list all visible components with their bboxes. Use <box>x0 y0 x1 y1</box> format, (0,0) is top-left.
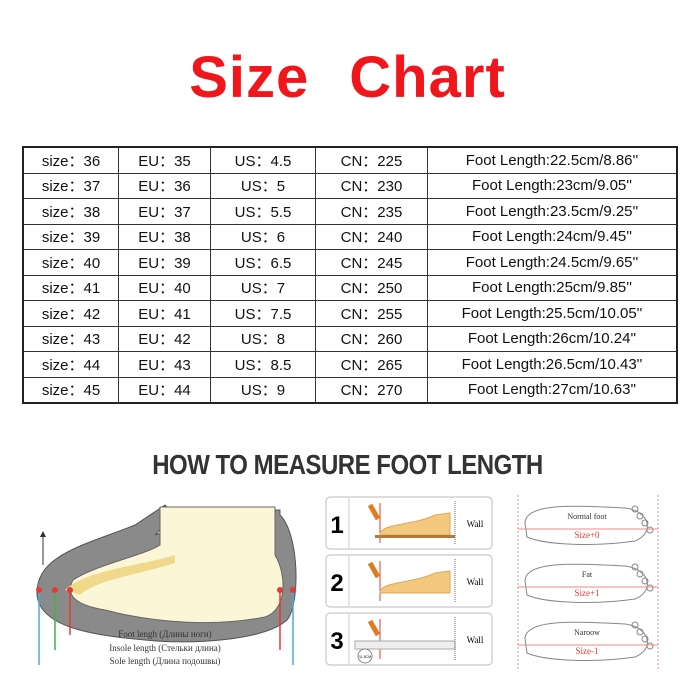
cell-eu: EU：35 <box>118 146 211 174</box>
cell-us: US：6.5 <box>210 249 316 276</box>
cell-eu: EU：41 <box>118 300 211 327</box>
cell-us: US：8 <box>210 325 316 352</box>
title-word-chart: Chart <box>349 45 506 110</box>
cell-size: size：44 <box>22 351 119 378</box>
cell-foot: Foot Length:25cm/9.85'' <box>427 274 678 301</box>
cell-size: size：41 <box>22 274 119 301</box>
pencil-icon <box>367 619 381 637</box>
pencil-icon <box>367 561 381 579</box>
cell-cn: CN：240 <box>315 223 428 250</box>
foot-length-label: Foot lengh (Длины ноги) <box>118 629 211 639</box>
cell-cn: CN：255 <box>315 300 428 327</box>
cell-foot: Foot Length:24cm/9.45'' <box>427 223 678 250</box>
cell-cn: CN：270 <box>315 376 428 404</box>
table-row: size：41 EU：40 US：7 CN：250 Foot Length:25cm/9… <box>22 274 678 301</box>
cell-eu: EU：37 <box>118 198 211 225</box>
cell-eu: EU：43 <box>118 351 211 378</box>
cell-foot: Foot Length:26.5cm/10.43'' <box>427 351 678 378</box>
cell-size: size：36 <box>22 146 119 174</box>
cell-eu: EU：38 <box>118 223 211 250</box>
table-row: size：45 EU：44 US：9 CN：270 Foot Length:27cm/1… <box>22 376 678 404</box>
table-row: size：37 EU：36 US：5 CN：230 Foot Length:23cm/9… <box>22 172 678 199</box>
cell-eu: EU：36 <box>118 172 211 199</box>
cell-us: US：5.5 <box>210 198 316 225</box>
step-number: 3 <box>330 628 343 655</box>
table-row: size：36 EU：35 US：4.5 CN：225 Foot Length:22.5… <box>22 146 678 174</box>
cell-cn: CN：260 <box>315 325 428 352</box>
cell-foot: Foot Length:23.5cm/9.25'' <box>427 198 678 225</box>
foot-type-3: Naroow Size-1 <box>518 621 658 661</box>
cell-size: size：37 <box>22 172 119 199</box>
cell-cn: CN：235 <box>315 198 428 225</box>
title-word-size: Size <box>189 45 310 110</box>
foot-type-name: Fat <box>582 570 593 579</box>
cell-us: US：7.5 <box>210 300 316 327</box>
cell-size: size：42 <box>22 300 119 327</box>
shoe-diagram: Foot lengh (Длины ноги) Insole length (С… <box>36 504 297 666</box>
table-row: size：44 EU：43 US：8.5 CN：265 Foot Length:26.5… <box>22 351 678 378</box>
step-number: 2 <box>330 570 343 597</box>
wall-label: Wall <box>467 577 484 587</box>
size-table: size：36 EU：35 US：4.5 CN：225 Foot Length:22.5… <box>22 146 678 404</box>
cell-cn: CN：225 <box>315 146 428 174</box>
step-2: 2 Wall <box>325 554 493 608</box>
cell-foot: Foot Length:27cm/10.63'' <box>427 376 678 404</box>
foot-type-size: Size+1 <box>574 588 599 598</box>
cell-size: size：43 <box>22 325 119 352</box>
cell-foot: Foot Length:25.5cm/10.05'' <box>427 300 678 327</box>
foot-type-size: Size-1 <box>576 646 599 656</box>
size-chart-title: Size Chart <box>0 44 695 111</box>
cell-cn: CN：265 <box>315 351 428 378</box>
insole-length-label: Insole length (Стельки длина) <box>109 643 221 653</box>
cell-us: US：9 <box>210 376 316 404</box>
ruler-reading: 11.5CM <box>359 655 371 659</box>
cell-eu: EU：44 <box>118 376 211 404</box>
cell-eu: EU：42 <box>118 325 211 352</box>
foot-type-name: Normal foot <box>567 512 607 521</box>
foot-type-1: Normal foot Size+0 <box>518 505 658 545</box>
foot-type-name: Naroow <box>574 628 600 637</box>
foot-types: Normal foot Size+0 Fat Size+1 Naroow Size-1 <box>517 495 659 670</box>
wall-label: Wall <box>467 519 484 529</box>
cell-us: US：4.5 <box>210 146 316 174</box>
foot-type-2: Fat Size+1 <box>518 563 658 603</box>
cell-us: US：8.5 <box>210 351 316 378</box>
table-row: size：39 EU：38 US：6 CN：240 Foot Length:24cm/9… <box>22 223 678 250</box>
insole <box>65 555 175 595</box>
cell-size: size：38 <box>22 198 119 225</box>
foot-shape <box>69 506 284 624</box>
cell-size: size：45 <box>22 376 119 404</box>
cell-size: size：40 <box>22 249 119 276</box>
cell-cn: CN：230 <box>315 172 428 199</box>
step-3: 3 11.5CM Wall <box>325 612 493 666</box>
table-row: size：42 EU：41 US：7.5 CN：255 Foot Length:25.5… <box>22 300 678 327</box>
cell-us: US：6 <box>210 223 316 250</box>
foot-icon <box>379 512 451 536</box>
cell-foot: Foot Length:23cm/9.05'' <box>427 172 678 199</box>
cell-foot: Foot Length:22.5cm/8.86'' <box>427 146 678 174</box>
cell-foot: Foot Length:24.5cm/9.65'' <box>427 249 678 276</box>
cell-cn: CN：250 <box>315 274 428 301</box>
howto-heading: HOW TO MEASURE FOOT LENGTH <box>152 449 543 481</box>
sole-length-label: Sole length (Длина подошвы) <box>110 656 221 666</box>
measure-steps: 1 Wall 2 Wall 3 11.5CM Wall <box>325 496 493 666</box>
table-row: size：43 EU：42 US：8 CN：260 Foot Length:26cm/1… <box>22 325 678 352</box>
cell-size: size：39 <box>22 223 119 250</box>
step-number: 1 <box>330 512 343 539</box>
pencil-icon <box>367 503 381 521</box>
foot-type-size: Size+0 <box>574 530 600 540</box>
table-row: size：40 EU：39 US：6.5 CN：245 Foot Length:24.5… <box>22 249 678 276</box>
wall-label: Wall <box>467 635 484 645</box>
cell-cn: CN：245 <box>315 249 428 276</box>
cell-eu: EU：40 <box>118 274 211 301</box>
table-row: size：38 EU：37 US：5.5 CN：235 Foot Length:23.5… <box>22 198 678 225</box>
cell-foot: Foot Length:26cm/10.24'' <box>427 325 678 352</box>
foot-icon <box>379 570 451 594</box>
cell-us: US：5 <box>210 172 316 199</box>
ruler-icon <box>354 640 456 650</box>
cell-us: US：7 <box>210 274 316 301</box>
cell-eu: EU：39 <box>118 249 211 276</box>
step-1: 1 Wall <box>325 496 493 550</box>
